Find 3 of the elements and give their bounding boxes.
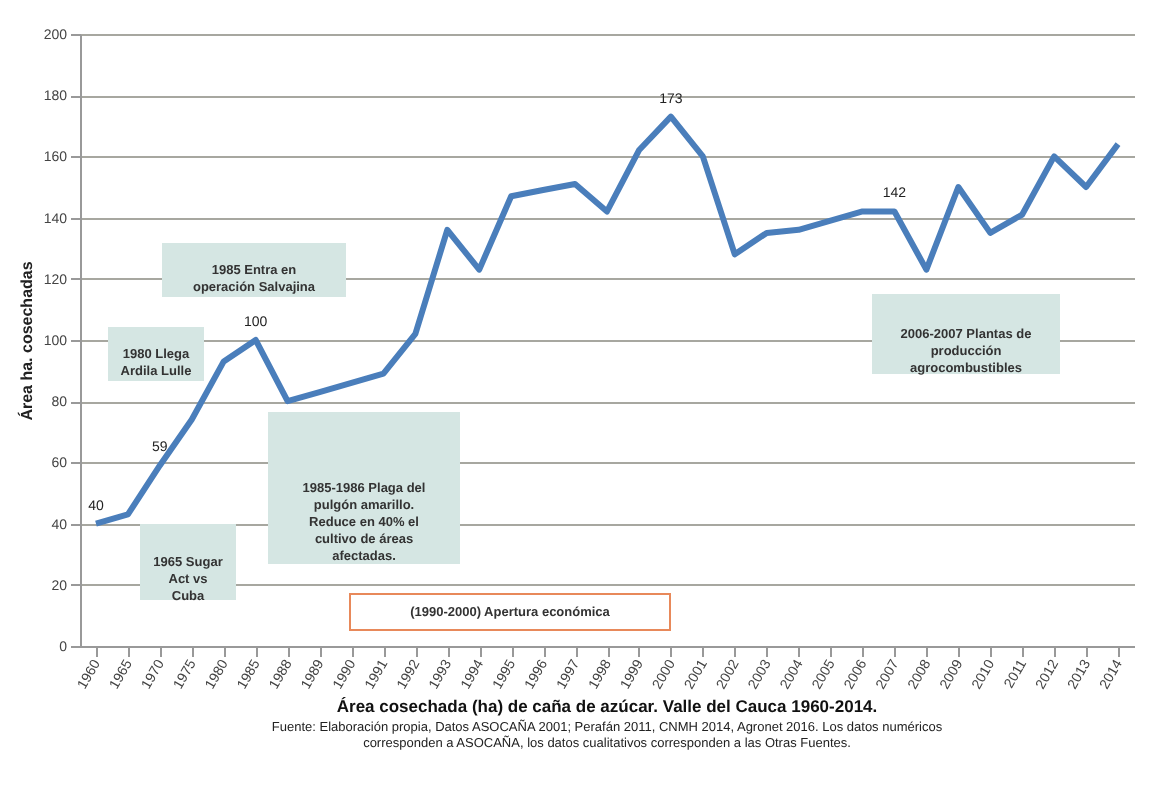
y-axis-title: Área ha. cosechadas bbox=[15, 260, 36, 421]
text: Área cosechada (ha) de caña de azúcar. Valle del Cauca 1960-2014. bbox=[336, 695, 878, 716]
line-series bbox=[92, 113, 1122, 527]
